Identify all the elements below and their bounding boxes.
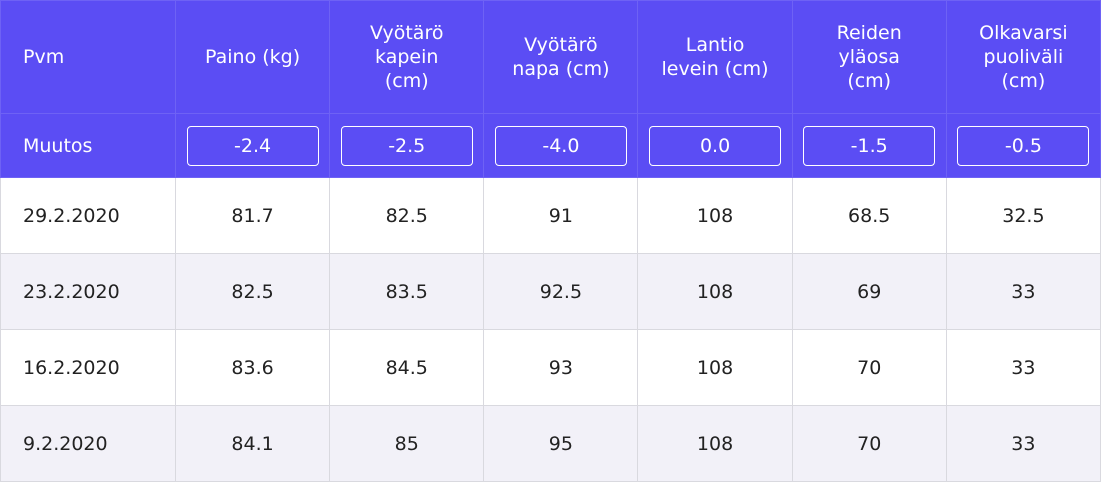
column-header: Vyötärö napa (cm) (483, 0, 639, 114)
header-text: kapein (375, 46, 439, 68)
value-cell: 85 (329, 405, 485, 482)
change-value: -1.5 (803, 125, 936, 166)
value-cell: 83.5 (329, 253, 485, 330)
date-cell: 9.2.2020 (0, 405, 176, 482)
data-row: 9.2.2020 84.1 85 95 108 70 33 (0, 405, 1102, 482)
change-cell: -4.0 (483, 113, 639, 178)
value-cell: 108 (637, 253, 793, 330)
change-value: -2.4 (186, 125, 319, 166)
header-text: Pvm (23, 46, 65, 68)
header-text: Olkavarsi (979, 22, 1068, 44)
header-text: yläosa (838, 46, 900, 68)
header-text: Paino (kg) (205, 46, 301, 68)
header-text: Vyötärö (370, 22, 444, 44)
change-row: Muutos -2.4 -2.5 -4.0 0.0 -1.5 -0.5 (0, 113, 1102, 178)
value-cell: 70 (791, 405, 947, 482)
value-cell: 108 (637, 177, 793, 254)
data-row: 29.2.2020 81.7 82.5 91 108 68.5 32.5 (0, 177, 1102, 254)
value-cell: 84.1 (174, 405, 331, 482)
data-row: 16.2.2020 83.6 84.5 93 108 70 33 (0, 329, 1102, 406)
value-cell: 92.5 (483, 253, 639, 330)
change-value: -4.0 (494, 125, 627, 166)
value-cell: 82.5 (174, 253, 331, 330)
data-row: 23.2.2020 82.5 83.5 92.5 108 69 33 (0, 253, 1102, 330)
value-cell: 33 (945, 329, 1102, 406)
change-cell: -1.5 (791, 113, 947, 178)
value-cell: 32.5 (945, 177, 1102, 254)
value-cell: 108 (637, 329, 793, 406)
header-text: Lantio (685, 34, 745, 56)
value-cell: 33 (945, 405, 1102, 482)
change-cell: -2.4 (174, 113, 331, 178)
column-header: Lantio levein (cm) (637, 0, 793, 114)
column-header: Reiden yläosa (cm) (791, 0, 947, 114)
date-cell: 16.2.2020 (0, 329, 176, 406)
header-text: levein (cm) (661, 58, 769, 80)
value-cell: 84.5 (329, 329, 485, 406)
change-value: 0.0 (649, 125, 782, 166)
header-text: napa (cm) (512, 58, 610, 80)
change-value: -2.5 (340, 125, 473, 166)
value-cell: 69 (791, 253, 947, 330)
value-cell: 68.5 (791, 177, 947, 254)
change-label: Muutos (0, 113, 176, 178)
change-cell: -0.5 (945, 113, 1102, 178)
header-text: Reiden (836, 22, 902, 44)
change-cell: 0.0 (637, 113, 793, 178)
value-cell: 81.7 (174, 177, 331, 254)
header-text: Vyötärö (524, 34, 598, 56)
value-cell: 95 (483, 405, 639, 482)
header-text: (cm) (384, 70, 429, 92)
header-text: puoliväli (983, 46, 1064, 68)
value-cell: 82.5 (329, 177, 485, 254)
header-text: (cm) (1001, 70, 1046, 92)
header-row: Pvm Paino (kg) Vyötärö kapein (cm) Vyötärö nap… (0, 0, 1102, 114)
value-cell: 83.6 (174, 329, 331, 406)
column-header: Paino (kg) (174, 0, 331, 114)
value-cell: 91 (483, 177, 639, 254)
column-header: Olkavarsi puoliväli (cm) (945, 0, 1102, 114)
value-cell: 93 (483, 329, 639, 406)
header-text: (cm) (847, 70, 892, 92)
value-cell: 33 (945, 253, 1102, 330)
change-cell: -2.5 (329, 113, 485, 178)
date-cell: 29.2.2020 (0, 177, 176, 254)
change-value: -0.5 (957, 125, 1090, 166)
value-cell: 70 (791, 329, 947, 406)
date-cell: 23.2.2020 (0, 253, 176, 330)
value-cell: 108 (637, 405, 793, 482)
column-header: Vyötärö kapein (cm) (329, 0, 485, 114)
column-header: Pvm (0, 0, 176, 114)
